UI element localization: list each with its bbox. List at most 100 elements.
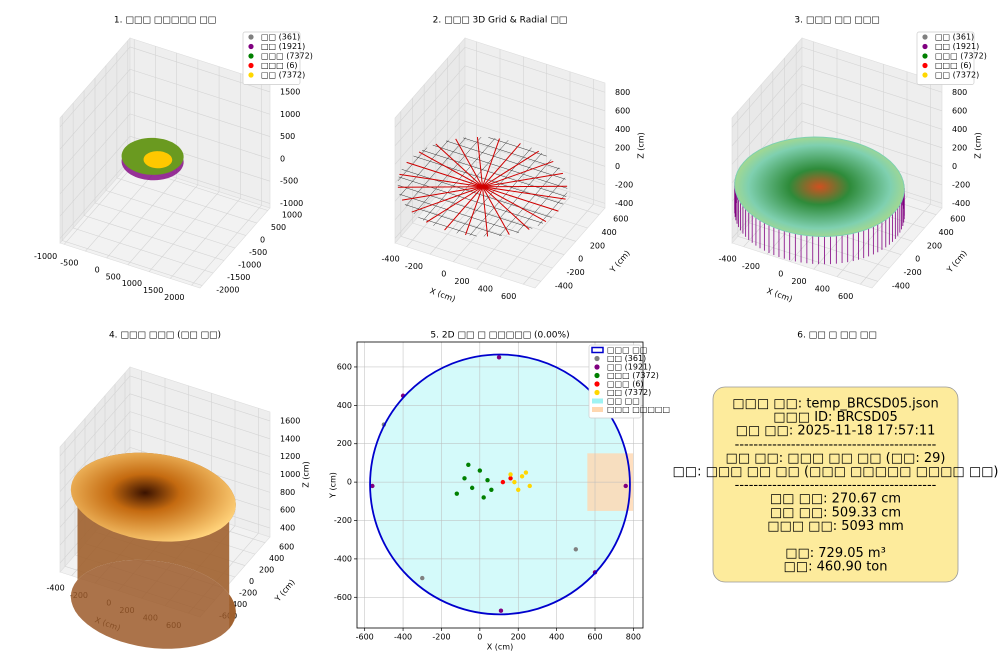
point [573, 547, 579, 552]
y-tick-label: 200 [590, 241, 605, 250]
grid-line [394, 84, 466, 165]
z-tick-label: 1000 [280, 110, 300, 119]
grid-line [62, 240, 203, 286]
grid-line [394, 158, 466, 239]
grid-line [394, 65, 466, 146]
grid-line [59, 69, 131, 150]
y-axis-label: Y (cm) [329, 472, 338, 499]
radial-line [411, 186, 483, 213]
radial-line [401, 186, 483, 201]
grid-line [737, 236, 878, 282]
disc-core [143, 151, 173, 169]
point [512, 479, 517, 485]
y-tick-label: 200 [337, 439, 352, 448]
x-tick-label: -600 [356, 633, 374, 642]
grid-line [129, 113, 271, 160]
legend-marker [922, 62, 928, 69]
y-tick-label: 1000 [282, 211, 302, 220]
y-tick-label: 0 [578, 255, 583, 264]
z-tick-label: 800 [615, 88, 630, 97]
legend-box [242, 31, 301, 85]
z-tick-label: -1000 [280, 199, 303, 208]
grid-line [801, 65, 943, 112]
z-tick-label: 0 [952, 162, 957, 171]
legend-marker [922, 34, 928, 40]
point [481, 495, 486, 500]
grid-line [394, 47, 466, 128]
grid-line [116, 177, 257, 224]
radial-line [482, 186, 510, 235]
grid-line [464, 84, 606, 130]
grid-line [73, 227, 214, 274]
grid-line [731, 47, 803, 128]
grid-line [464, 65, 606, 112]
y-tick-label: -1000 [238, 261, 261, 270]
legend-label: □□ (361) [607, 354, 646, 363]
z-tick-label: 600 [952, 106, 967, 115]
grid-line [59, 375, 131, 457]
point [519, 474, 525, 479]
radial-line [482, 186, 489, 237]
radial-line [435, 143, 483, 188]
grid-line [59, 393, 131, 474]
grid-line [129, 375, 271, 422]
info-line: □□ □□: □□□ □□ □□ (□□: 29) [726, 451, 946, 466]
point [489, 487, 494, 492]
y-tick-label: 0 [915, 255, 920, 264]
radial-line [482, 138, 500, 187]
plot-frame [356, 341, 644, 629]
y-tick-label: 600 [337, 362, 352, 371]
grid-line [453, 181, 524, 262]
z-tick-label: 600 [615, 106, 630, 115]
info-line: □□ □□: 270.67 cm [770, 492, 901, 507]
disc-top [734, 136, 905, 238]
x-tick-label: 500 [106, 272, 121, 281]
grid-line [801, 102, 943, 149]
z-tick-label: 600 [280, 506, 295, 515]
legend-marker [922, 43, 928, 50]
info-box [712, 386, 959, 583]
z-axis-label: Z (cm) [637, 132, 646, 158]
point [527, 483, 532, 489]
legend-marker [591, 346, 604, 354]
x-tick-label: 400 [815, 284, 830, 293]
x-tick-label: 0 [95, 266, 100, 275]
y-tick-label: 500 [271, 223, 286, 232]
grid-line [129, 91, 271, 137]
z-axis-label: Z (cm) [974, 132, 983, 158]
legend-marker [594, 364, 600, 370]
grid-line [523, 204, 594, 285]
z-tick-label: 400 [280, 524, 295, 533]
z-axis-label: Z (cm) [302, 461, 311, 487]
radial-line [406, 161, 483, 188]
grid-line [731, 65, 803, 146]
legend-marker [922, 53, 928, 59]
y-tick-label: 400 [269, 554, 284, 563]
radial-line [465, 186, 483, 236]
y-tick-label: 600 [279, 543, 294, 552]
z-tick-label: 0 [280, 154, 285, 163]
point [508, 476, 513, 481]
legend-marker [592, 398, 603, 404]
z-tick-label: 500 [280, 132, 295, 141]
y-tick-label: 600 [613, 215, 628, 224]
y-tick-label: 200 [259, 566, 274, 575]
grid-line [59, 158, 131, 239]
legend-marker [248, 43, 254, 50]
panel-title: 4. □□□ □□□ (□□ □□) [109, 331, 221, 341]
grid-line [801, 84, 943, 130]
y-tick-label: -200 [567, 268, 585, 277]
cover-area [370, 354, 630, 615]
point [516, 487, 521, 492]
info-line: □□□ ID: BRCSD05 [773, 410, 898, 425]
x-tick-label: -400 [47, 583, 65, 592]
grid-line [412, 222, 553, 269]
grid-line [59, 46, 131, 128]
point [485, 478, 490, 483]
point [523, 470, 529, 475]
z-tick-label: 400 [952, 125, 967, 134]
grid-line [801, 121, 943, 167]
radial-line [455, 138, 483, 187]
legend-marker [594, 381, 600, 387]
